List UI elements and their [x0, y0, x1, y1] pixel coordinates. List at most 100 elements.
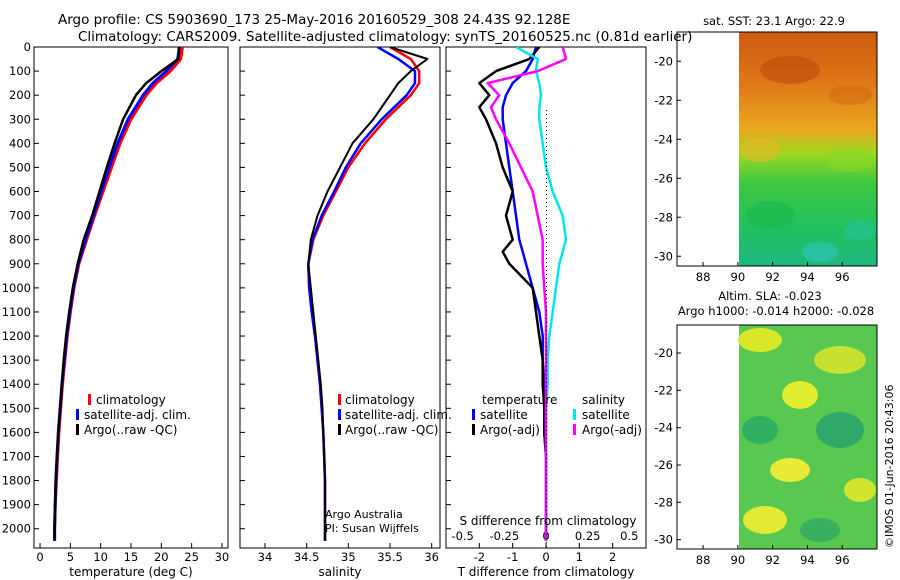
x-tick-label: 20	[154, 550, 169, 564]
depth-tick-label: 2000	[2, 522, 31, 536]
depth-tick-label: 0	[24, 40, 31, 54]
legend-swatch-s-satellite	[573, 409, 576, 420]
map1-title: sat. SST: 23.1 Argo: 22.9	[703, 14, 845, 28]
s-tick-label: 0.25	[575, 529, 601, 543]
annotation-program: Argo Australia	[325, 508, 403, 521]
map-x-tick-label: 94	[800, 553, 815, 567]
x-tick-label: 10	[93, 550, 108, 564]
map-x-tick-label: 96	[835, 270, 850, 284]
series-line-argo-raw-qc-	[307, 47, 429, 541]
salinity-xlabel: salinity	[318, 565, 361, 579]
salinity-panel-frame	[239, 46, 441, 549]
difference-top-xlabel: S difference from climatology	[460, 514, 637, 528]
difference-xlabel: T difference from climatology	[457, 565, 635, 579]
map-y-tick-label: -28	[654, 210, 673, 224]
legend-label-climatology: climatology	[96, 393, 166, 407]
temperature-xlabel: temperature (deg C)	[69, 565, 192, 579]
temperature-axis-ticks: 0 5 10 15 20 25 30	[36, 543, 229, 564]
map-x-tick-label: 96	[835, 553, 850, 567]
map-x-tick-label: 88	[696, 270, 711, 284]
annotation-pi: PI: Susan Wijffels	[325, 522, 419, 535]
map-y-tick-label: -26	[654, 171, 673, 185]
depth-tick-label: 1400	[2, 377, 31, 391]
legend-label-s-satellite: satellite	[582, 408, 630, 422]
depth-tick-label: 700	[9, 209, 31, 223]
map-y-tick-label: -28	[654, 495, 673, 509]
legend-swatch-satellite	[338, 409, 341, 420]
x-tick-label: 34	[258, 550, 273, 564]
map-y-tick-label: -22	[654, 93, 673, 107]
s-tick-label: 0.5	[620, 529, 638, 543]
map-y-tick-label: -22	[654, 383, 673, 397]
depth-axis-ticks: 0 100 200 300 400 500 600 700 800 900 1000 1100 1200…	[2, 40, 451, 536]
legend-label-s-argo: Argo(-adj)	[582, 423, 642, 437]
series-line-argo-raw-qc-	[53, 47, 181, 541]
map-y-tick-label: -24	[654, 132, 673, 146]
x-tick-label: -2	[474, 550, 485, 564]
depth-tick-label: 1800	[2, 474, 31, 488]
sst-texture	[740, 56, 876, 262]
legend-label-argo: Argo(..raw -QC)	[345, 423, 438, 437]
salinity-axis-ticks: 34 34.5 35 35.5 36	[258, 543, 439, 564]
map-x-tick-label: 88	[696, 553, 711, 567]
x-tick-label: 36	[424, 550, 439, 564]
depth-tick-label: 400	[9, 136, 31, 150]
map-x-tick-label: 92	[765, 553, 780, 567]
legend-swatch-s-argo	[573, 424, 576, 435]
series-line-satellite-adj-clim-	[53, 47, 181, 541]
x-tick-label: 25	[184, 550, 199, 564]
x-tick-label: -1	[507, 550, 518, 564]
x-tick-label: 0	[542, 550, 549, 564]
depth-tick-label: 1300	[2, 353, 31, 367]
legend-swatch-satellite	[76, 409, 79, 420]
difference-axis-ticks: -2 -1 0 1 2-0.5 -0.25 0 0.25 0.5	[451, 529, 638, 564]
depth-tick-label: 100	[9, 64, 31, 78]
map-x-tick-label: 94	[800, 270, 815, 284]
x-tick-label: 35.5	[377, 550, 403, 564]
diff-line-s-satellite	[515, 47, 568, 541]
s-tick-label: -0.5	[451, 529, 473, 543]
depth-tick-label: 500	[9, 160, 31, 174]
legend-swatch-climatology	[338, 394, 341, 405]
x-tick-label: 34.5	[294, 550, 320, 564]
legend-header-temperature: temperature	[482, 393, 557, 407]
map2-frame	[676, 324, 878, 550]
diff-line-s-argo-adj-	[486, 47, 568, 541]
legend-header-salinity: salinity	[582, 393, 625, 407]
map2-title-2: Argo h1000: -0.014 h2000: -0.028	[678, 304, 874, 318]
legend-swatch-climatology	[88, 394, 91, 405]
map-x-tick-label: 92	[765, 270, 780, 284]
legend-label-argo: Argo(..raw -QC)	[84, 423, 177, 437]
x-tick-label: 1	[576, 550, 583, 564]
depth-tick-label: 1900	[2, 498, 31, 512]
imos-timestamp: ©IMOS 01-Jun-2016 20:43:06	[883, 384, 896, 548]
map-y-tick-label: -20	[654, 54, 673, 68]
x-tick-label: 35	[341, 550, 356, 564]
map2-title-1: Altim. SLA: -0.023	[718, 289, 822, 303]
legend-label-satellite: satellite-adj. clim.	[84, 408, 191, 422]
map-x-tick-label: 90	[731, 553, 746, 567]
map2-axis-ticks: 88 90 92 94 96 -20 -22 -24 -26 -28 -30	[654, 346, 849, 567]
legend-swatch-t-argo	[472, 424, 475, 435]
header-line-1: Argo profile: CS 5903690_173 25-May-2016…	[58, 12, 570, 28]
depth-tick-label: 1200	[2, 329, 31, 343]
map1-axis-ticks: 88 90 92 94 96 -20 -22 -24 -26 -28 -30	[654, 54, 849, 284]
diff-line-t-argo-adj-	[478, 47, 548, 541]
depth-tick-label: 1600	[2, 425, 31, 439]
map-x-tick-label: 90	[731, 270, 746, 284]
x-tick-label: 30	[215, 550, 230, 564]
legend-label-satellite: satellite-adj. clim.	[345, 408, 452, 422]
difference-series	[478, 47, 568, 541]
s-tick-label: -0.25	[489, 529, 519, 543]
header-line-2: Climatology: CARS2009. Satellite-adjuste…	[78, 29, 692, 45]
x-tick-label: 0	[36, 550, 43, 564]
map-y-tick-label: -20	[654, 346, 673, 360]
salinity-series	[307, 47, 429, 541]
depth-tick-label: 800	[9, 233, 31, 247]
map-y-tick-label: -30	[654, 533, 673, 547]
legend-swatch-argo	[76, 424, 79, 435]
temperature-series	[53, 47, 184, 541]
difference-legend: temperature salinity satellite Argo(-adj…	[472, 393, 642, 437]
map1-frame	[676, 31, 878, 267]
